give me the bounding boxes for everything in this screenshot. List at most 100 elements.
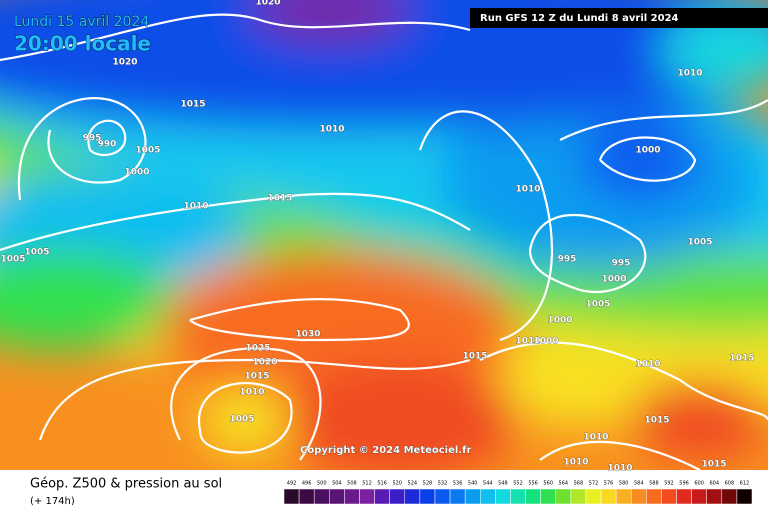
legend-swatch [555, 488, 572, 505]
isobar-label: 1005 [687, 238, 712, 248]
legend-swatch [706, 488, 723, 505]
isobar-label: 1015 [644, 416, 669, 426]
legend-swatch [329, 488, 345, 505]
legend-label: 564 [559, 481, 569, 487]
legend-label: 572 [589, 481, 599, 487]
legend-swatch [419, 488, 436, 505]
legend-label: 528 [423, 481, 433, 487]
legend-swatch [359, 488, 375, 505]
valid-time: 20:00 locale [14, 32, 151, 56]
isobar-label: 1005 [0, 255, 25, 265]
isobar-label: 1015 [267, 194, 292, 204]
isobar-label: 1000 [601, 275, 626, 285]
legend-swatch [344, 488, 360, 505]
isobar-label: 1010 [515, 185, 540, 195]
legend-swatch [283, 488, 300, 505]
legend-swatch [585, 488, 602, 505]
legend-swatch [464, 488, 481, 505]
isobar-label: 990 [98, 140, 117, 150]
isobar-label: 1010 [183, 202, 208, 212]
legend-label: 596 [679, 481, 689, 487]
isobar-label: 1000 [124, 168, 149, 178]
legend-swatch [676, 488, 692, 505]
isobar-label: 1010 [583, 433, 608, 443]
legend-label: 520 [392, 481, 402, 487]
isobar-label: 995 [558, 255, 577, 265]
isobar-label: 1010 [607, 464, 632, 474]
isobar-label: 1010 [635, 360, 660, 370]
isobar-label: 1010 [563, 458, 588, 468]
legend-label: 544 [483, 481, 493, 487]
legend-swatch [404, 488, 421, 505]
run-info: Run GFS 12 Z du Lundi 8 avril 2024 [480, 13, 679, 24]
isobar-label: 1000 [635, 146, 660, 156]
legend-label: 588 [649, 481, 659, 487]
legend-label: 524 [408, 481, 418, 487]
isobar-label: 1015 [180, 100, 205, 110]
legend-swatch [646, 488, 662, 505]
legend-label: 604 [709, 481, 719, 487]
legend-label: 548 [498, 481, 508, 487]
legend-swatch [540, 488, 556, 505]
legend-swatch [434, 488, 451, 505]
isobar-label: 1020 [252, 358, 277, 368]
isobar-label: 1005 [135, 146, 160, 156]
legend-swatch [480, 488, 496, 505]
footer-title: Géop. Z500 & pression au sol [30, 477, 222, 492]
legend-label: 536 [453, 481, 463, 487]
isobar-label: 995 [612, 259, 631, 269]
isobar-label: 1020 [255, 0, 280, 8]
legend-swatch [313, 488, 330, 505]
legend-swatch [600, 488, 617, 505]
isobar-label: 1015 [701, 460, 726, 470]
legend-label: 580 [619, 481, 629, 487]
isobar-label: 1000 [547, 316, 572, 326]
legend-label: 496 [302, 481, 312, 487]
legend-swatch [389, 488, 406, 505]
legend-swatch [691, 488, 707, 505]
legend-swatch [661, 488, 677, 505]
legend-swatch [495, 488, 511, 505]
legend-label: 568 [574, 481, 584, 487]
legend-label: 512 [362, 481, 372, 487]
legend-label: 532 [438, 481, 448, 487]
legend-label: 552 [513, 481, 523, 487]
legend-swatch [615, 488, 632, 505]
isobar-label: 1010 [239, 388, 264, 398]
isobar-label: 1010 [319, 125, 344, 135]
legend-label: 576 [604, 481, 614, 487]
forecast-lead: (+ 174h) [30, 496, 75, 507]
legend-swatch [736, 488, 753, 505]
isobar-label: 1005 [585, 300, 610, 310]
legend-label: 540 [468, 481, 478, 487]
legend-label: 556 [528, 481, 538, 487]
legend-label: 560 [543, 481, 553, 487]
legend-label: 492 [287, 481, 297, 487]
legend-label: 608 [725, 481, 735, 487]
isobar-label: 1000 [533, 337, 558, 347]
legend-swatch [630, 488, 647, 505]
isobar-label: 1015 [729, 354, 754, 364]
legend-label: 504 [332, 481, 342, 487]
legend-swatch [374, 488, 390, 505]
isobar-label: 1010 [515, 337, 540, 347]
legend-label: 500 [317, 481, 327, 487]
legend-swatch [721, 488, 738, 505]
isobar-label: 1025 [245, 344, 270, 354]
isobar-label: 1015 [244, 372, 269, 382]
legend-label: 508 [347, 481, 357, 487]
isobar-label: 1015 [462, 352, 487, 362]
isobar-label: 1005 [24, 248, 49, 258]
legend-label: 612 [740, 481, 750, 487]
legend-swatch [510, 488, 526, 505]
height-field [0, 0, 768, 470]
legend-swatch [449, 488, 466, 505]
isobar-label: 1005 [229, 415, 254, 425]
legend-swatch [570, 488, 587, 505]
legend-label: 584 [634, 481, 644, 487]
legend-label: 516 [377, 481, 387, 487]
legend-label: 592 [664, 481, 674, 487]
isobar-label: 995 [83, 134, 102, 144]
isobar-label: 1020 [112, 58, 137, 68]
